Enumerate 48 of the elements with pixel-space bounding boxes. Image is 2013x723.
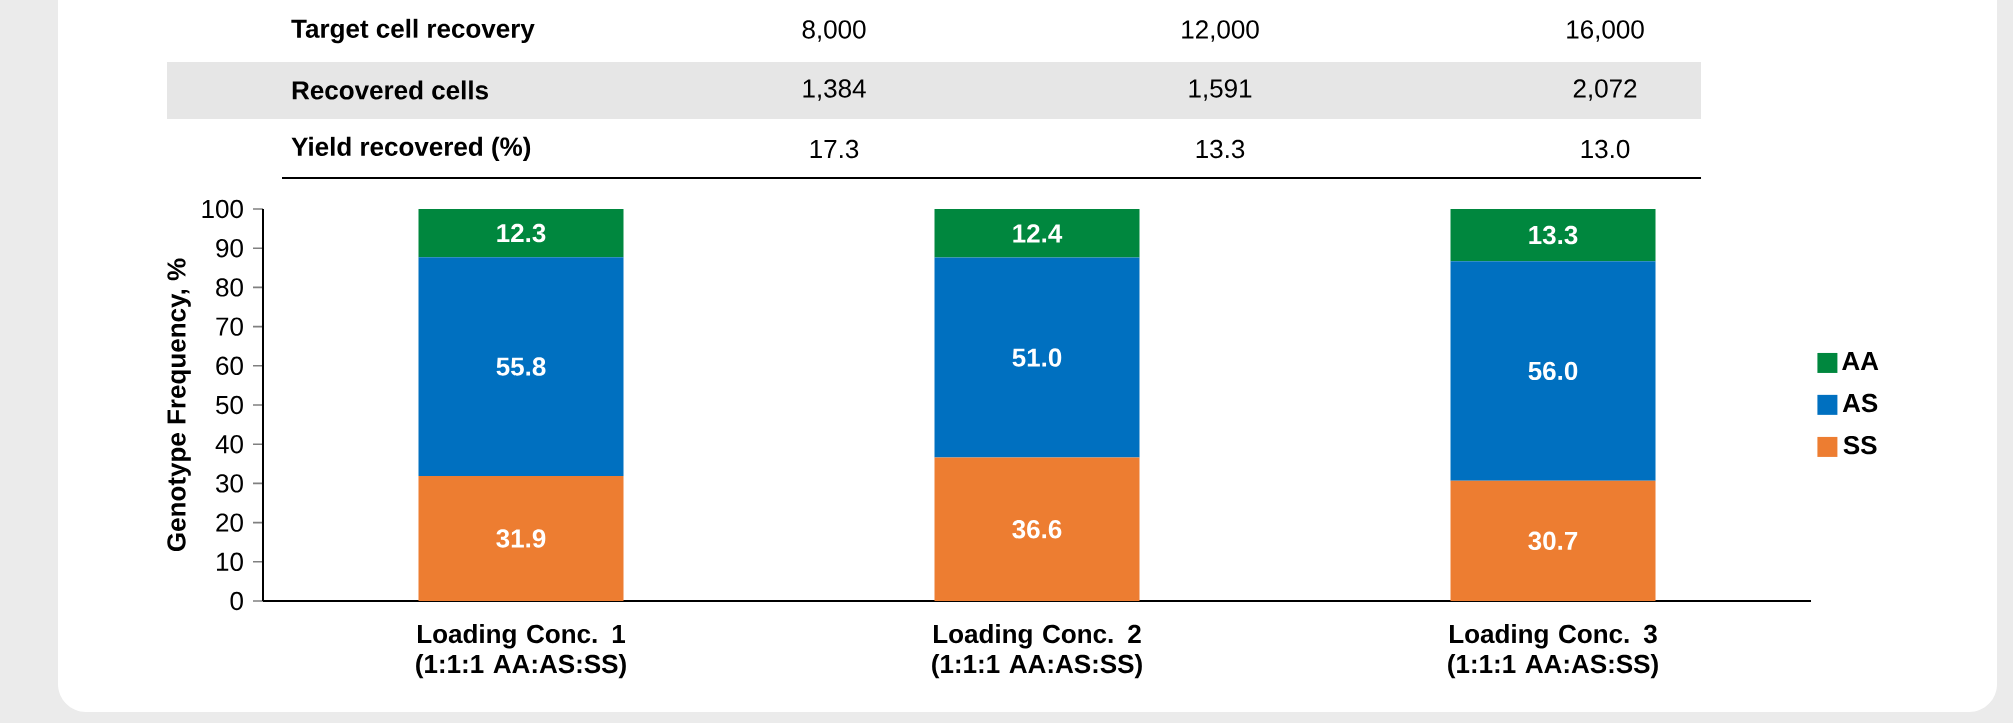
text: 1,591 [1189, 79, 1252, 101]
data-label: 56.0 [1528, 361, 1578, 381]
y-tick-label: 30 [216, 474, 243, 493]
text: 13.3 [1196, 139, 1245, 159]
x-tick-label: Loading Conc. 2 (1:1:1 AA:AS:SS) [932, 624, 1142, 679]
bar [934, 257, 1140, 458]
data-label: 31.9 [496, 529, 546, 548]
text: 13.0 [1581, 139, 1630, 159]
y-tick-label: 10 [216, 552, 243, 571]
text: 17.3 [810, 139, 859, 159]
bar [418, 475, 624, 601]
y-tick-label: 60 [216, 356, 243, 375]
bar [1450, 261, 1656, 481]
data-label: 12.3 [497, 223, 546, 243]
text: Target cell recovery [291, 18, 535, 44]
y-tick-label: 90 [216, 238, 243, 258]
y-tick-label: 100 [202, 199, 243, 219]
y-tick-label: 0 [230, 591, 243, 611]
x-tick-label: Loading Conc. 3 (1:1:1 AA:AS:SS) [1448, 624, 1658, 679]
y-tick-label: 70 [216, 317, 243, 336]
y-tick-label: 80 [216, 278, 243, 297]
x-tick-label: Loading Conc. 1 (1:1:1 AA:AS:SS) [416, 624, 626, 679]
text: 2,072 [1573, 79, 1637, 101]
bar [1450, 480, 1656, 601]
data-label: 12.4 [1013, 224, 1063, 243]
bar [418, 209, 624, 258]
text: 12,000 [1182, 20, 1259, 42]
y-tick-label: 40 [215, 434, 243, 454]
legend-label: AA [1842, 352, 1879, 370]
bar [418, 257, 624, 476]
bar [1450, 209, 1656, 262]
text: Recovered cells [292, 80, 488, 100]
bar [934, 209, 1140, 258]
legend-label: SS [1843, 435, 1877, 455]
legend-label: AS [1842, 393, 1878, 413]
y-axis-title: Genotype Frequency, % [167, 258, 191, 552]
data-label: 55.8 [496, 357, 546, 376]
bar [934, 457, 1140, 601]
text: 8,000 [802, 20, 866, 42]
data-label: 36.6 [1012, 520, 1062, 539]
text: 1,384 [803, 79, 866, 101]
y-tick-label: 20 [216, 513, 243, 532]
text: Yield recovered (%) [291, 136, 531, 162]
data-label: 13.3 [1529, 225, 1578, 245]
text: 16,000 [1567, 20, 1644, 42]
data-label: 30.7 [1528, 531, 1578, 551]
y-tick-label: 50 [216, 395, 243, 415]
data-label: 51.0 [1012, 348, 1062, 367]
